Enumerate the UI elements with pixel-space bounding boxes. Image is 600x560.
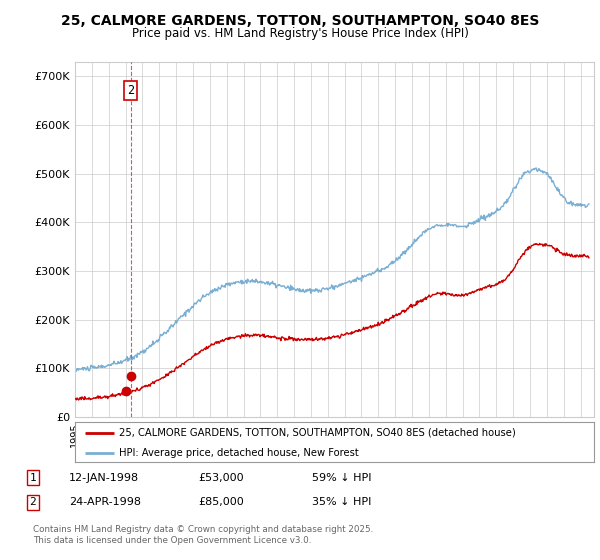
Text: 24-APR-1998: 24-APR-1998 xyxy=(69,497,141,507)
Text: 1: 1 xyxy=(29,473,37,483)
Text: 35% ↓ HPI: 35% ↓ HPI xyxy=(312,497,371,507)
Text: 2: 2 xyxy=(127,85,134,97)
Text: 25, CALMORE GARDENS, TOTTON, SOUTHAMPTON, SO40 8ES (detached house): 25, CALMORE GARDENS, TOTTON, SOUTHAMPTON… xyxy=(119,428,516,437)
Text: 2: 2 xyxy=(29,497,37,507)
Text: Contains HM Land Registry data © Crown copyright and database right 2025.
This d: Contains HM Land Registry data © Crown c… xyxy=(33,525,373,545)
Text: HPI: Average price, detached house, New Forest: HPI: Average price, detached house, New … xyxy=(119,448,359,458)
Text: 12-JAN-1998: 12-JAN-1998 xyxy=(69,473,139,483)
Text: £53,000: £53,000 xyxy=(198,473,244,483)
Text: Price paid vs. HM Land Registry's House Price Index (HPI): Price paid vs. HM Land Registry's House … xyxy=(131,27,469,40)
Text: 25, CALMORE GARDENS, TOTTON, SOUTHAMPTON, SO40 8ES: 25, CALMORE GARDENS, TOTTON, SOUTHAMPTON… xyxy=(61,14,539,28)
Text: £85,000: £85,000 xyxy=(198,497,244,507)
Text: 59% ↓ HPI: 59% ↓ HPI xyxy=(312,473,371,483)
